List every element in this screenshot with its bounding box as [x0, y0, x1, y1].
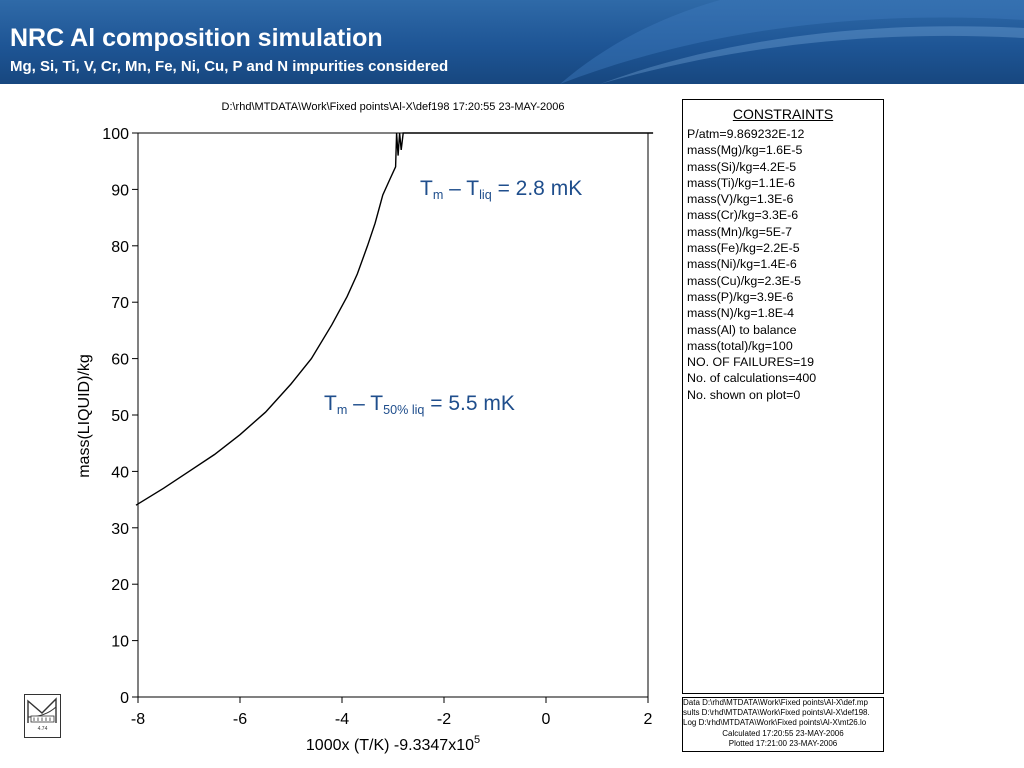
constraint-item: mass(Mn)/kg=5E-7: [687, 224, 793, 239]
annotation-2-mid: – T: [347, 392, 384, 415]
y-tick-label: 40: [111, 464, 129, 481]
x-axis-label-exponent: 5: [474, 734, 480, 746]
constraints-panel: CONSTRAINTS P/atm=9.869232E-12 mass(Mg)/k…: [682, 99, 884, 694]
constraint-item: mass(Ti)/kg=1.1E-6: [687, 175, 795, 190]
x-tick-label: -2: [437, 711, 451, 728]
x-axis-label: 1000x (T/K) -9.3347x105: [306, 734, 480, 754]
x-axis-label-main: 1000x (T/K) -9.3347x10: [306, 737, 474, 754]
y-tick-label: 10: [111, 634, 129, 651]
constraint-item: mass(V)/kg=1.3E-6: [687, 192, 794, 207]
annotation-1-value: = 2.8 mK: [491, 177, 583, 200]
constraint-item: mass(total)/kg=100: [687, 338, 793, 353]
annotation-1-t: T: [420, 177, 433, 200]
constraint-item: mass(Mg)/kg=1.6E-5: [687, 143, 803, 158]
constraints-list: P/atm=9.869232E-12 mass(Mg)/kg=1.6E-5 mass…: [687, 126, 883, 403]
constraint-item: mass(Cr)/kg=3.3E-6: [687, 208, 799, 223]
constraint-item: No. of calculations=400: [687, 371, 817, 386]
x-tick-label: -8: [131, 711, 145, 728]
constraint-item: mass(Cu)/kg=2.3E-5: [687, 273, 801, 288]
annotation-liquidus: Tm – Tliq = 2.8 mK: [420, 177, 582, 202]
log-file-line: Log D:\rhd\MTDATA\Work\Fixed points\Al-X…: [683, 718, 867, 728]
constraint-item: No. shown on plot=0: [687, 387, 801, 402]
page-title: NRC Al composition simulation: [10, 24, 383, 52]
calculated-line: Calculated 17:20:55 23-MAY-2006: [722, 728, 844, 738]
constraint-item: P/atm=9.869232E-12: [687, 127, 805, 141]
liquid-mass-chart: D:\rhd\MTDATA\Work\Fixed points\Al-X\def…: [76, 101, 654, 754]
y-tick-label: 70: [111, 295, 129, 312]
logo-version: 4.74: [37, 726, 48, 732]
constraint-item: mass(Fe)/kg=2.2E-5: [687, 241, 800, 256]
chart-series: [135, 132, 654, 506]
y-tick-label: 50: [111, 408, 129, 425]
y-tick-label: 90: [111, 182, 129, 199]
banner-swoosh: [560, 0, 1024, 84]
annotation-1-mid: – T: [443, 177, 480, 200]
y-tick-label: 30: [111, 521, 129, 538]
constraint-item: mass(Ni)/kg=1.4E-6: [687, 257, 797, 272]
annotation-2-sub-liq: 50% liq: [383, 402, 425, 417]
x-tick-label: 0: [542, 711, 551, 728]
constraint-item: mass(Al) to balance: [687, 322, 797, 337]
annotation-1-sub-liq: liq: [479, 187, 492, 202]
y-tick-label: 0: [120, 690, 129, 707]
x-tick-label: 2: [644, 711, 653, 728]
constraints-title: CONSTRAINTS: [732, 106, 834, 122]
constraint-item: NO. OF FAILURES=19: [687, 355, 815, 370]
annotation-2-t: T: [324, 392, 337, 415]
logo-mark-icon: [27, 697, 57, 723]
annotation-1-sub-m: m: [432, 187, 444, 202]
y-tick-label: 60: [111, 352, 129, 369]
constraint-item: mass(N)/kg=1.8E-4: [687, 306, 795, 321]
series-line: [135, 132, 654, 506]
results-file-line: sults D:\rhd\MTDATA\Work\Fixed points\Al…: [683, 708, 870, 718]
annotation-half-liquid: Tm – T50% liq = 5.5 mK: [324, 392, 515, 417]
y-axis-label: mass(LIQUID)/kg: [76, 354, 93, 478]
x-tick-label: -6: [233, 711, 247, 728]
chart-title: D:\rhd\MTDATA\Work\Fixed points\Al-X\def…: [222, 101, 565, 113]
constraint-item: mass(P)/kg=3.9E-6: [687, 289, 794, 304]
x-tick-label: -4: [335, 711, 349, 728]
header-banner: NRC Al composition simulation Mg, Si, Ti…: [0, 0, 1024, 84]
mtdata-logo: 4.74: [24, 694, 61, 738]
plotted-line: Plotted 17:21:00 23-MAY-2006: [728, 738, 838, 748]
y-tick-label: 20: [111, 577, 129, 594]
annotation-2-value: = 5.5 mK: [424, 392, 515, 415]
y-tick-label: 80: [111, 239, 129, 256]
files-panel: Data D:\rhd\MTDATA\Work\Fixed points\Al-…: [682, 697, 884, 752]
y-tick-label: 100: [102, 126, 129, 143]
data-file-line: Data D:\rhd\MTDATA\Work\Fixed points\Al-…: [683, 698, 868, 707]
chart-axes: 0 10 20 30 40 50 60 70 80 90 100 -8 -6 -4 -2 0 2: [102, 126, 652, 728]
page-subtitle: Mg, Si, Ti, V, Cr, Mn, Fe, Ni, Cu, P and…: [10, 58, 449, 75]
constraint-item: mass(Si)/kg=4.2E-5: [687, 159, 797, 174]
annotation-2-sub-m: m: [336, 402, 348, 417]
